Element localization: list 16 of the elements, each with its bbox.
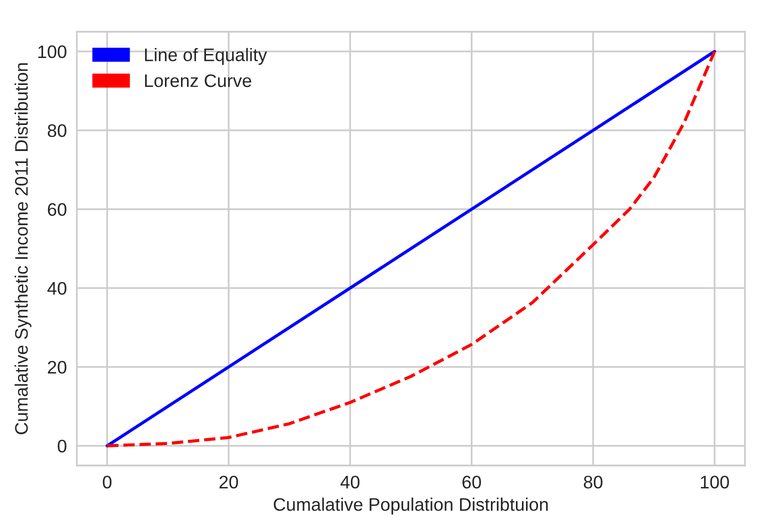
y-tick-label: 40 [47, 282, 66, 295]
x-tick-label: 60 [462, 476, 481, 489]
y-tick-label: 60 [48, 203, 66, 216]
x-tick-label: 0 [102, 476, 112, 489]
y-tick-label: 0 [58, 440, 66, 453]
y-tick-label: 20 [48, 360, 66, 374]
y-axis-title: Cumalative Synthetic Income 2011 Distribution [14, 63, 32, 434]
x-axis-title: Cumalative Population Distribtuion [274, 498, 548, 514]
legend-label: Lorenz Curve [145, 74, 252, 88]
x-tick-label: 100 [700, 476, 729, 489]
y-tick-label: 100 [38, 45, 66, 58]
x-tick-label: 40 [340, 476, 360, 489]
x-tick-label: 80 [584, 476, 602, 489]
legend-label: Line of Equality [145, 48, 268, 65]
x-tick-label: 20 [220, 476, 238, 489]
y-tick-label: 80 [48, 124, 66, 138]
